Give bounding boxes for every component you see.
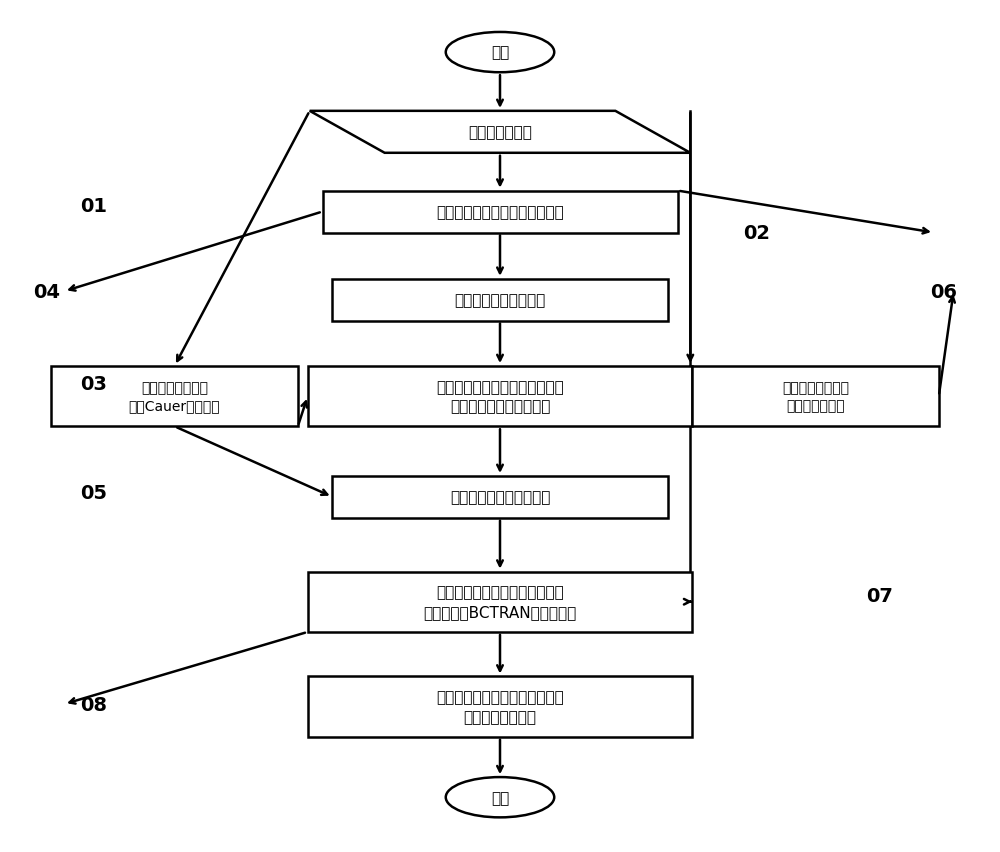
Text: 06: 06 (930, 282, 957, 302)
Text: 05: 05 (80, 484, 107, 503)
Bar (332, 279, 668, 321)
Bar (51, 366, 298, 427)
Text: 03: 03 (80, 375, 107, 394)
Polygon shape (310, 112, 690, 153)
Text: 开始: 开始 (491, 45, 509, 60)
Text: 按给定条件计算变压器电压、电
流、损耗值等参数: 按给定条件计算变压器电压、电 流、损耗值等参数 (436, 689, 564, 724)
Bar (322, 192, 678, 233)
Bar (332, 476, 668, 518)
Text: 将损耗模型、空载励磁模型等值
电路连接于BCTRAN模型低压侧: 将损耗模型、空载励磁模型等值 电路连接于BCTRAN模型低压侧 (423, 584, 577, 619)
Text: 变压器基础资料: 变压器基础资料 (468, 125, 532, 140)
Bar (308, 676, 692, 737)
Text: 结束: 结束 (491, 790, 509, 805)
Bar (308, 366, 692, 427)
Text: 依据铁心结构将变压器铁心分区: 依据铁心结构将变压器铁心分区 (436, 204, 564, 220)
Text: 采用最小二乘法拟合参数: 采用最小二乘法拟合参数 (450, 490, 550, 504)
Text: 对等效模型按特性特征分类并依
据拓扑连接关系进行化简: 对等效模型按特性特征分类并依 据拓扑连接关系进行化简 (436, 379, 564, 414)
Text: 08: 08 (80, 694, 107, 714)
Text: 07: 07 (866, 586, 893, 605)
Ellipse shape (446, 33, 554, 73)
Text: 02: 02 (743, 224, 770, 243)
Text: 依据变压器试验数
据计算电路参数: 依据变压器试验数 据计算电路参数 (782, 381, 849, 413)
Bar (308, 572, 692, 632)
Text: 根据空载损耗数据
计算Cauer模型参数: 根据空载损耗数据 计算Cauer模型参数 (129, 381, 220, 413)
Ellipse shape (446, 777, 554, 817)
Bar (692, 366, 939, 427)
Text: 对各分区进行磁路等效: 对各分区进行磁路等效 (454, 293, 546, 308)
Text: 01: 01 (80, 197, 107, 216)
Text: 04: 04 (33, 282, 60, 302)
